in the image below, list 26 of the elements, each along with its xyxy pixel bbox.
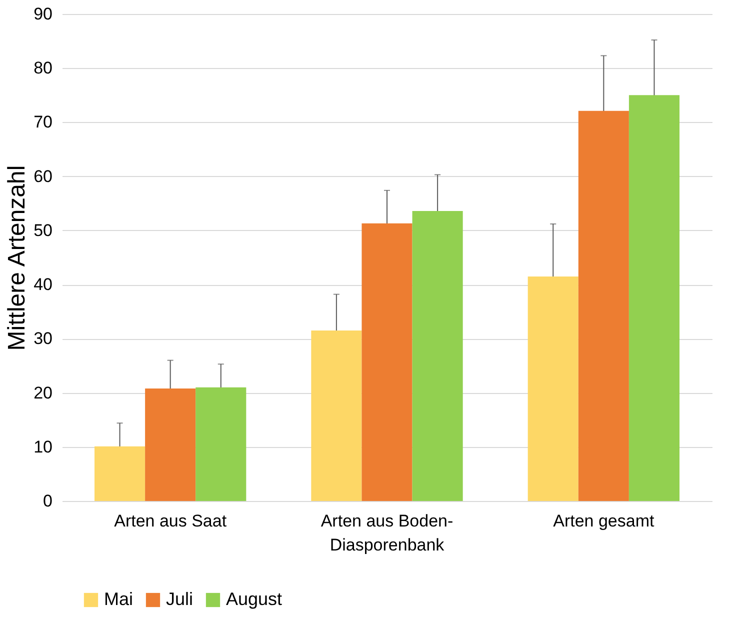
y-axis-title: Mittlere Artenzahl [4, 165, 31, 351]
y-tick-label: 80 [34, 58, 52, 78]
legend-label: Juli [166, 589, 194, 609]
y-tick-label: 40 [34, 275, 52, 294]
bar [578, 110, 629, 501]
y-tick-label: 10 [34, 437, 52, 456]
y-tick-label: 90 [34, 4, 52, 24]
bar [412, 210, 463, 501]
legend-label: Mai [104, 589, 134, 609]
x-tick-label: Arten aus Boden- Diasporenbank [320, 512, 454, 554]
bar [196, 387, 246, 501]
bar [311, 330, 362, 501]
bar [528, 276, 578, 501]
y-tick-label: 70 [34, 112, 52, 132]
y-tick-label: 60 [34, 166, 52, 186]
bar [145, 388, 196, 501]
bar [94, 446, 146, 501]
y-tick-label: 50 [34, 220, 52, 240]
x-tick-label: Arten aus Saat [114, 512, 227, 530]
y-tick-label: 20 [34, 383, 52, 402]
bar [362, 223, 412, 501]
bar [628, 95, 680, 501]
y-tick-label: 0 [43, 492, 52, 510]
y-tick-label: 30 [34, 329, 52, 348]
x-tick-label: Arten gesamt [553, 512, 654, 530]
legend-label: August [226, 589, 282, 609]
